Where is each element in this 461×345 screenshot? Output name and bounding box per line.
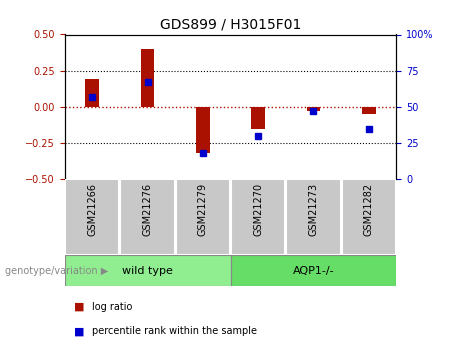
Bar (65, 179, 119, 255)
Text: GSM21266: GSM21266 (87, 183, 97, 236)
Text: GSM21282: GSM21282 (364, 183, 374, 236)
Text: GSM21276: GSM21276 (142, 183, 153, 236)
Bar (141, 49, 154, 107)
Text: log ratio: log ratio (92, 302, 133, 312)
Bar (362, 107, 376, 114)
Text: ■: ■ (74, 302, 84, 312)
Bar (230, 255, 396, 286)
Bar (176, 179, 230, 255)
Bar (251, 107, 265, 129)
Bar (196, 107, 210, 153)
Text: GSM21270: GSM21270 (253, 183, 263, 236)
Bar (231, 179, 285, 255)
Text: GSM21279: GSM21279 (198, 183, 208, 236)
Title: GDS899 / H3015F01: GDS899 / H3015F01 (160, 18, 301, 32)
Bar (85, 79, 99, 107)
Text: percentile rank within the sample: percentile rank within the sample (92, 326, 257, 336)
Bar (286, 179, 341, 255)
Text: AQP1-/-: AQP1-/- (293, 266, 334, 276)
Bar (307, 107, 320, 111)
Bar (120, 179, 175, 255)
Text: genotype/variation ▶: genotype/variation ▶ (5, 266, 108, 276)
Bar (342, 179, 396, 255)
Text: GSM21273: GSM21273 (308, 183, 319, 236)
Bar (65, 255, 230, 286)
Text: wild type: wild type (122, 266, 173, 276)
Text: ■: ■ (74, 326, 84, 336)
